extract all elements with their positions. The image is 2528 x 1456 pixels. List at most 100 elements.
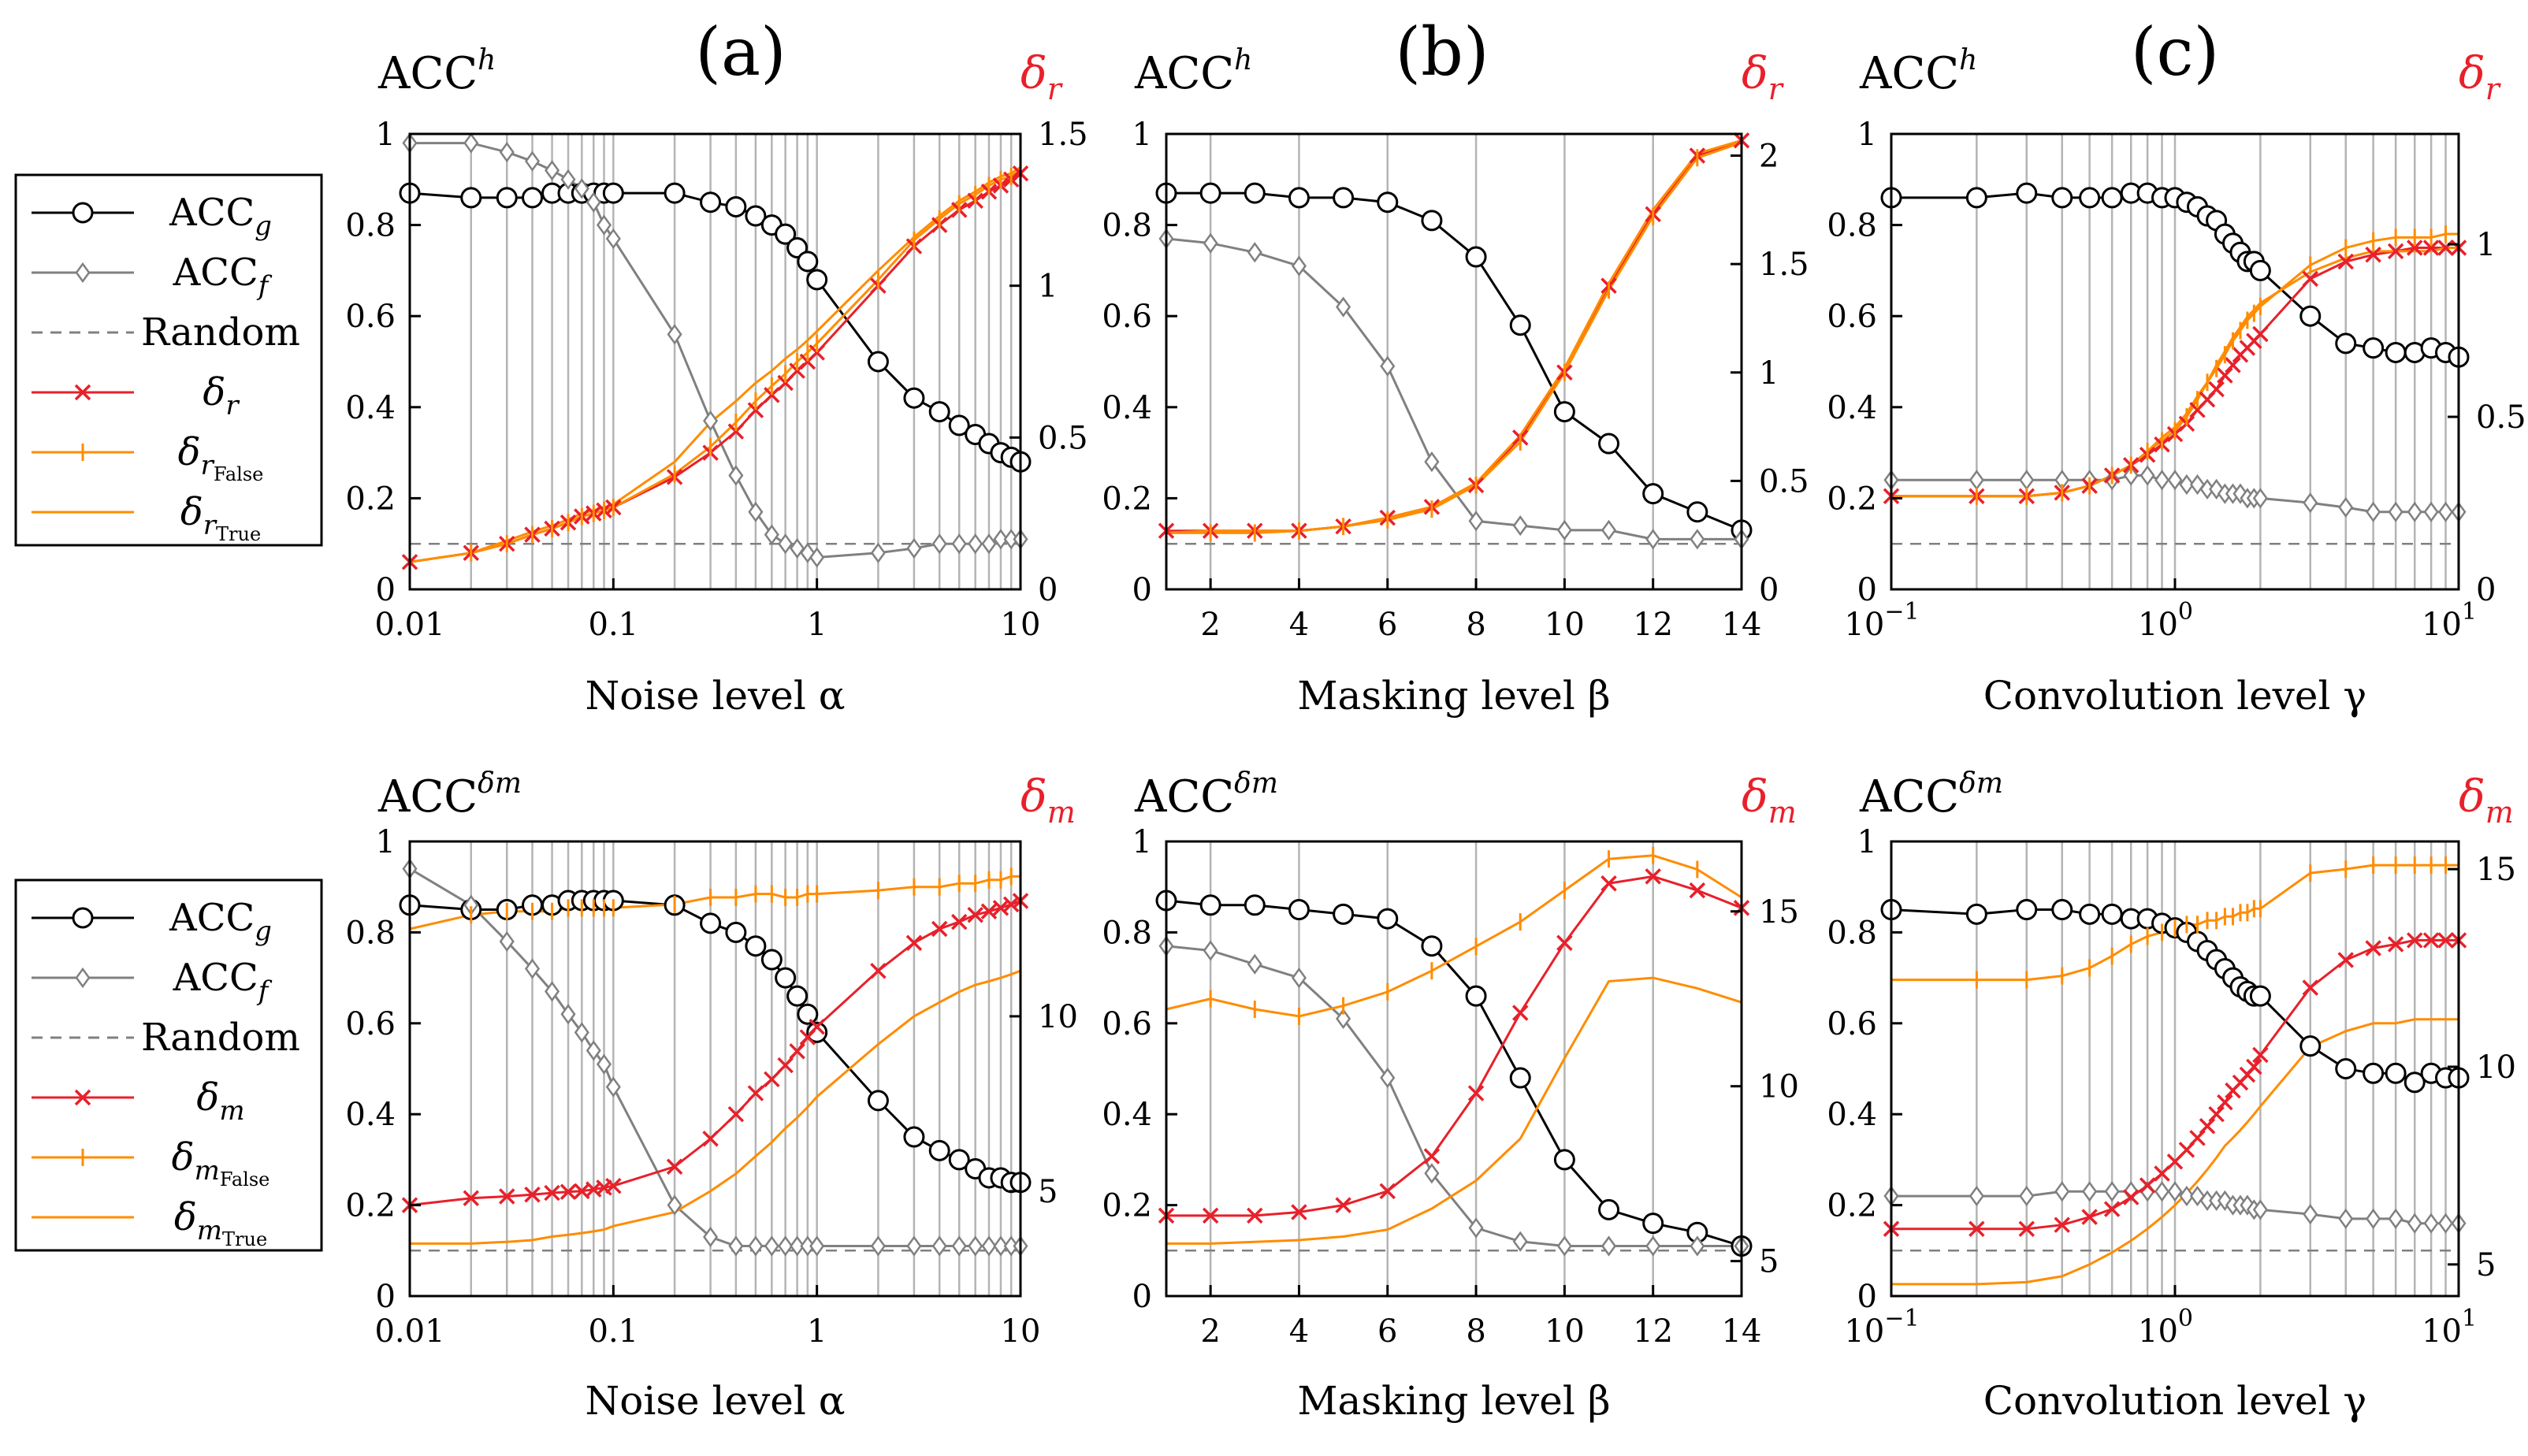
y-tick-label: 0.4	[1827, 1097, 1877, 1133]
data-point-g	[797, 251, 819, 273]
y-tick-label: 0.6	[1827, 299, 1877, 335]
series-line-delta	[409, 900, 1021, 1207]
data-point-g	[1598, 1198, 1620, 1220]
data-point-f	[1336, 296, 1351, 318]
data-point-f	[2240, 1194, 2255, 1216]
data-point-g	[1598, 433, 1620, 455]
data-point-f	[524, 150, 541, 172]
data-point-g	[2299, 1035, 2322, 1057]
y-tick-label: 0.2	[1827, 1188, 1877, 1224]
data-point-f	[1247, 953, 1262, 975]
data-point-delta	[809, 344, 825, 361]
data-point-f	[764, 524, 779, 545]
data-point-f	[2179, 474, 2195, 496]
data-point-f	[1424, 451, 1440, 473]
series-line-true	[1166, 976, 1742, 1245]
data-point-g	[1244, 894, 1266, 916]
data-point-f	[790, 1235, 805, 1257]
data-point-f	[1247, 242, 1262, 263]
left-axis-heading-sup: δm	[1234, 767, 1278, 800]
data-point-f	[596, 1053, 612, 1075]
right-axis-heading-base: δ	[1020, 48, 1047, 99]
data-point-delta	[2139, 1177, 2156, 1194]
data-point-delta	[980, 903, 998, 920]
data-point-delta	[1511, 1005, 1529, 1021]
data-point-delta	[1645, 868, 1661, 885]
y-tick-label: 0.2	[345, 1188, 396, 1224]
data-point-f	[968, 1235, 983, 1257]
data-point-g	[2016, 182, 2038, 204]
data-point-delta	[2337, 253, 2354, 270]
data-point-delta	[2387, 243, 2404, 260]
data-point-f	[1968, 1185, 1984, 1207]
legend-marker-f	[75, 967, 91, 989]
data-point-f	[2179, 1185, 2195, 1207]
data-point-g	[664, 182, 686, 204]
legend-label: ACCf	[173, 956, 273, 1007]
left-axis-heading: ACCδm	[1134, 767, 1278, 823]
data-point-g	[725, 195, 747, 217]
data-point-g	[2016, 899, 2038, 921]
legend-label: ACCf	[173, 251, 273, 302]
panel-label: (c)	[2131, 13, 2220, 91]
data-point-f	[2054, 1181, 2070, 1202]
data-point-delta	[727, 423, 745, 440]
data-point-g	[2101, 903, 2123, 925]
legend-label-sub: g	[255, 916, 272, 947]
data-point-delta	[2225, 357, 2241, 373]
series-line-false	[1891, 864, 2459, 982]
data-point-delta	[992, 900, 1009, 916]
y2-tick-label: 1.5	[1038, 117, 1088, 153]
x-tick-label: 0.01	[374, 1313, 444, 1350]
legend-label-base: δ	[174, 1195, 197, 1239]
data-point-g	[1509, 314, 1531, 336]
data-point-delta	[1291, 1204, 1307, 1220]
legend-label: ACCg	[169, 896, 272, 947]
y-tick-label: 0	[1132, 1279, 1152, 1315]
legend-label-sub: m	[195, 1155, 220, 1187]
right-axis-heading-sub: r	[2485, 72, 2502, 106]
x-tick-label: 14	[1722, 1313, 1762, 1350]
y-tick-label: 0.6	[1102, 1006, 1152, 1042]
data-point-f	[993, 529, 1009, 550]
y-tick-label: 0.4	[345, 390, 396, 426]
plot-frame	[1165, 132, 1743, 591]
data-point-delta	[2208, 1105, 2225, 1123]
legend-label-subsub: False	[220, 1168, 270, 1190]
data-point-delta	[764, 1071, 780, 1088]
legend-marker-f	[75, 262, 91, 284]
data-point-f	[2154, 470, 2170, 491]
data-point-delta	[2302, 270, 2318, 288]
data-point-g	[1377, 908, 1399, 930]
x-tick-label: 14	[1722, 607, 1762, 643]
data-point-f	[2252, 1199, 2268, 1220]
data-point-delta	[1335, 1197, 1351, 1213]
data-point-g	[700, 191, 722, 214]
data-point-f	[1512, 1231, 1528, 1252]
series-line-false	[409, 169, 1021, 563]
x-tick-label: 4	[1289, 1313, 1309, 1350]
y2-tick-label: 0.5	[2476, 399, 2526, 436]
x-tick-exponent: −1	[1884, 598, 1919, 626]
series-line-f	[1165, 237, 1742, 540]
legend-label-base: ACC	[169, 896, 255, 940]
legend-label-sub: r	[201, 450, 215, 481]
data-point-g	[903, 1126, 925, 1148]
data-point-f	[2366, 1208, 2381, 1230]
series-line-true	[1165, 139, 1742, 534]
series-line-true	[1891, 1018, 2459, 1286]
legend-label-subsub: False	[214, 463, 264, 485]
y-tick-label: 0.2	[1102, 1188, 1152, 1224]
y-tick-label: 0.8	[345, 208, 396, 244]
data-point-g	[1288, 899, 1310, 921]
data-point-f	[1380, 1067, 1396, 1089]
x-tick-exponent: 0	[2178, 1305, 2193, 1332]
x-tick-label: 8	[1466, 1313, 1485, 1350]
data-point-g	[806, 269, 828, 291]
data-point-f	[2437, 1213, 2454, 1234]
x-tick-label: 10−1	[1844, 598, 1919, 643]
x-axis-label: Convolution level γ	[1983, 673, 2367, 719]
